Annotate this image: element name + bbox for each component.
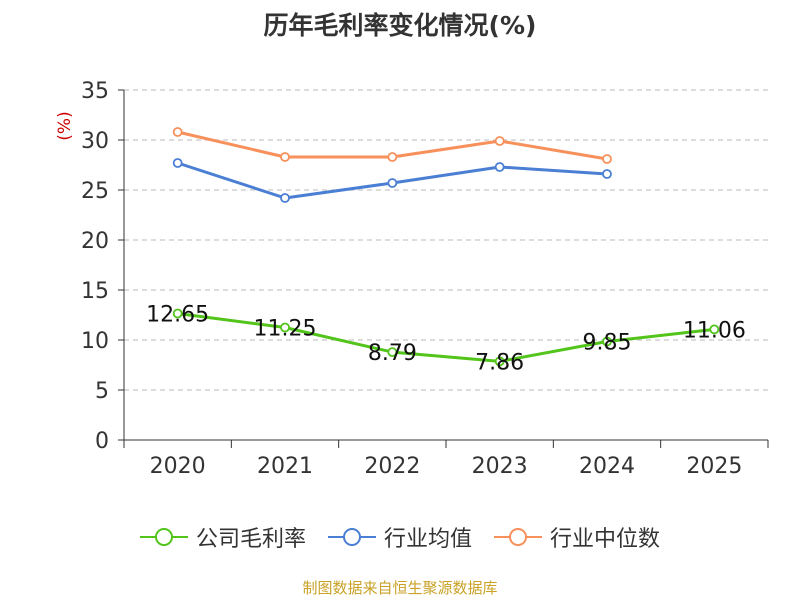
data-point — [494, 356, 505, 367]
data-point — [602, 169, 612, 179]
data-point — [280, 322, 290, 333]
x-tick-label: 2024 — [579, 454, 635, 479]
data-source-note: 制图数据来自恒生聚源数据库 — [302, 579, 498, 597]
y-tick-label: 20 — [81, 229, 109, 254]
y-tick-label: 35 — [81, 79, 109, 104]
data-label: 9.85 — [583, 331, 632, 356]
legend-label: 公司毛利率 — [195, 527, 306, 552]
data-point — [709, 324, 720, 335]
chart-title: 历年毛利率变化情况(%) — [263, 11, 537, 40]
data-label: 7.86 — [475, 350, 524, 375]
data-point — [280, 152, 290, 162]
data-point — [387, 152, 398, 162]
legend-line-marker-icon — [139, 528, 188, 546]
legend-item-industry-median[interactable]: 行业中位数 — [494, 521, 660, 553]
x-tick-label: 2021 — [257, 454, 313, 479]
y-tick-label: 10 — [81, 329, 109, 354]
data-point — [494, 162, 505, 172]
y-tick-label: 15 — [81, 279, 109, 304]
y-tick-label: 0 — [95, 429, 109, 454]
legend-item-company-margin[interactable]: 公司毛利率 — [139, 521, 306, 553]
legend-label: 行业中位数 — [550, 527, 661, 552]
data-label: 8.79 — [368, 341, 417, 366]
data-point — [602, 336, 612, 347]
legend-item-industry-average[interactable]: 行业均值 — [327, 521, 472, 553]
data-label: 11.06 — [683, 318, 746, 343]
y-axis-label: (%) — [55, 111, 75, 140]
data-point — [280, 193, 290, 203]
data-label: 11.25 — [254, 317, 317, 342]
data-label: 12.65 — [146, 303, 209, 328]
data-point — [602, 154, 612, 164]
data-point — [494, 136, 505, 146]
x-tick-label: 2023 — [472, 454, 528, 479]
x-tick-label: 2020 — [150, 454, 206, 479]
x-tick-label: 2022 — [364, 454, 420, 479]
legend-line-marker-icon — [327, 528, 376, 546]
data-point — [387, 178, 398, 188]
data-point — [172, 158, 183, 168]
y-tick-label: 25 — [81, 179, 109, 204]
legend-line-marker-icon — [494, 528, 542, 546]
series-line — [177, 312, 715, 363]
data-point — [172, 308, 183, 319]
y-tick-label: 5 — [95, 379, 109, 404]
y-tick-label: 30 — [81, 129, 109, 154]
data-point — [172, 127, 183, 137]
legend-label: 行业均值 — [383, 527, 472, 552]
data-point — [387, 347, 398, 358]
chart-legend: 公司毛利率 行业均值 行业中位数 — [0, 520, 800, 554]
x-tick-label: 2025 — [686, 454, 742, 479]
